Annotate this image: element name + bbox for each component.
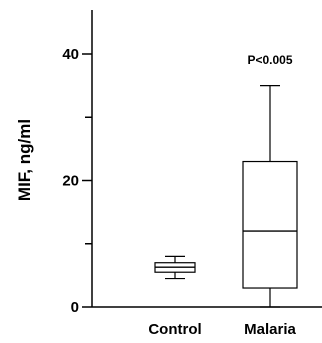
y-axis-ticks: 0 20 40 [62, 46, 92, 316]
y-tick-label: 0 [71, 299, 79, 316]
box-malaria [242, 85, 298, 308]
box-series [154, 85, 298, 308]
y-axis-label: MIF, ng/ml [15, 119, 34, 201]
x-category-label: Control [148, 321, 201, 338]
y-tick-label: 40 [62, 46, 79, 63]
box-control [154, 255, 196, 280]
annotations: P<0.005 [247, 53, 292, 67]
iqr-box [242, 160, 298, 289]
y-tick-label: 20 [62, 173, 79, 190]
x-axis-labels: Control Malaria [148, 321, 296, 338]
plot-area: 0 20 40 Control Malaria P<0.005 [62, 10, 322, 338]
x-category-label: Malaria [244, 321, 296, 338]
p-value-annotation: P<0.005 [247, 53, 292, 67]
